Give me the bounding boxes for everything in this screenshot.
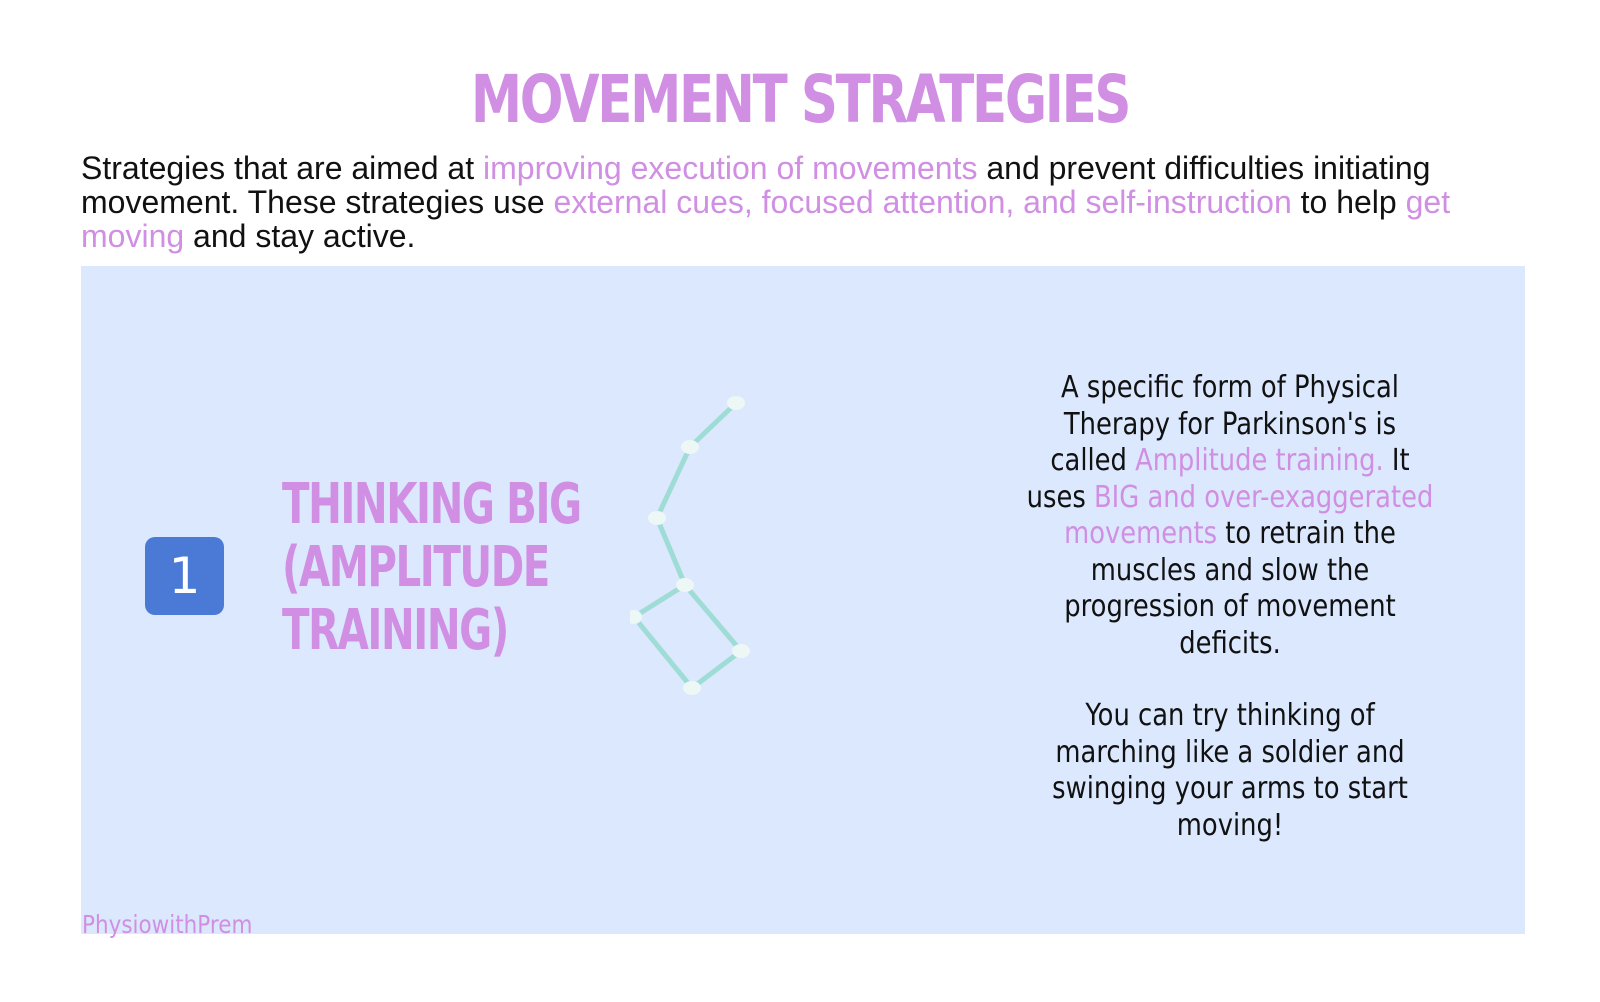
page-title: MOVEMENT STRATEGIES (470, 61, 1132, 138)
strategy-number-badge: 1 (145, 537, 224, 615)
description-text: A specific form of Physical Therapy for … (1050, 370, 1399, 478)
description-paragraph: A specific form of Physical Therapy for … (1024, 370, 1437, 662)
description-text: to retrain the muscles and slow the prog… (1064, 516, 1396, 661)
strategy-heading-line: (AMPLITUDE (282, 535, 550, 600)
intro-text: Strategies that are aimed at (81, 150, 483, 186)
description-highlight: Amplitude training. (1135, 443, 1384, 478)
tip-paragraph: You can try thinking of marching like a … (1052, 698, 1408, 843)
intro-paragraph: Strategies that are aimed at improving e… (81, 151, 1501, 253)
intro-text: and stay active. (184, 218, 416, 254)
description-highlight: BIG and over-exaggerated movements (1064, 479, 1434, 552)
intro-highlight: external cues, focused attention, and se… (553, 184, 1292, 220)
strategy-heading-line: THINKING BIG (282, 472, 582, 537)
strategy-description: A specific form of Physical Therapy for … (1024, 370, 1437, 844)
strategy-heading: THINKING BIG (AMPLITUDE TRAINING) (282, 472, 582, 663)
intro-highlight: improving execution of movements (483, 150, 978, 186)
footer-credit: PhysiowithPrem (82, 910, 253, 939)
description-text: It uses (1026, 443, 1410, 515)
intro-text: and prevent difficulties initiating move… (81, 150, 1431, 220)
intro-highlight: get moving (81, 184, 1451, 254)
strategy-heading-line: TRAINING) (282, 598, 509, 663)
strategy-panel (81, 266, 1525, 934)
walking-figure-icon (630, 396, 750, 695)
intro-text: to help (1291, 184, 1406, 220)
